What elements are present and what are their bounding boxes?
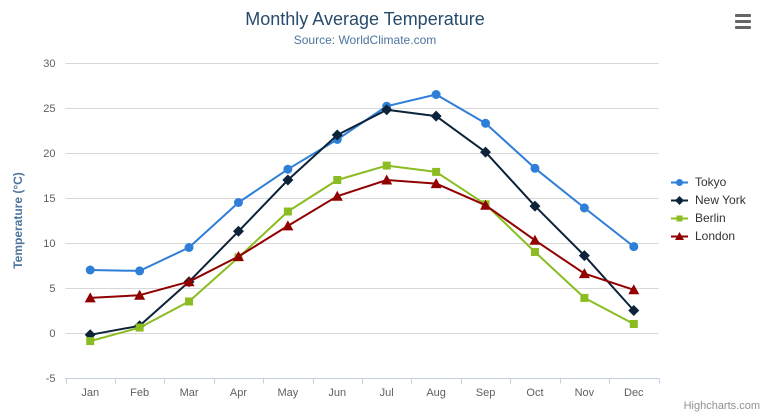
legend-marker-triangle-icon: [671, 231, 688, 240]
legend-label: Berlin: [695, 211, 726, 225]
legend-item-berlin[interactable]: Berlin: [671, 209, 746, 227]
chart-subtitle: Source: WorldClimate.com: [293, 33, 437, 47]
hamburger-icon: [735, 20, 751, 23]
svg-text:May: May: [277, 387, 298, 399]
svg-text:Apr: Apr: [230, 387, 247, 399]
export-menu-button[interactable]: [735, 14, 755, 29]
legend-item-london[interactable]: London: [671, 227, 746, 245]
legend-item-tokyo[interactable]: Tokyo: [671, 173, 746, 191]
hamburger-icon: [735, 14, 751, 17]
legend-marker-square-icon: [671, 215, 688, 221]
svg-text:Mar: Mar: [180, 387, 199, 399]
svg-text:Nov: Nov: [575, 387, 595, 399]
svg-text:Feb: Feb: [130, 387, 149, 399]
legend-item-new-york[interactable]: New York: [671, 191, 746, 209]
chart-title: Monthly Average Temperature: [245, 9, 485, 29]
hamburger-icon: [735, 26, 751, 29]
svg-text:15: 15: [43, 193, 55, 205]
svg-text:5: 5: [49, 283, 55, 295]
svg-text:Sep: Sep: [476, 387, 496, 399]
svg-text:-5: -5: [46, 373, 56, 385]
svg-text:25: 25: [43, 103, 55, 115]
svg-text:Oct: Oct: [526, 387, 543, 399]
svg-text:10: 10: [43, 238, 55, 250]
svg-text:Jan: Jan: [81, 387, 99, 399]
legend-label: New York: [695, 193, 746, 207]
legend-marker-circle-icon: [671, 178, 688, 186]
svg-text:0: 0: [49, 328, 55, 340]
svg-text:Dec: Dec: [624, 387, 644, 399]
credits-link[interactable]: Highcharts.com: [683, 400, 760, 412]
legend-label: London: [695, 229, 736, 243]
svg-text:Jun: Jun: [328, 387, 346, 399]
legend-label: Tokyo: [695, 175, 727, 189]
legend-marker-diamond-icon: [671, 195, 688, 205]
svg-text:30: 30: [43, 58, 55, 70]
svg-text:20: 20: [43, 148, 55, 160]
svg-text:Jul: Jul: [380, 387, 394, 399]
legend: Tokyo New York Berlin London: [671, 173, 746, 245]
svg-text:Temperature (°C): Temperature (°C): [11, 172, 25, 269]
svg-text:Aug: Aug: [426, 387, 446, 399]
